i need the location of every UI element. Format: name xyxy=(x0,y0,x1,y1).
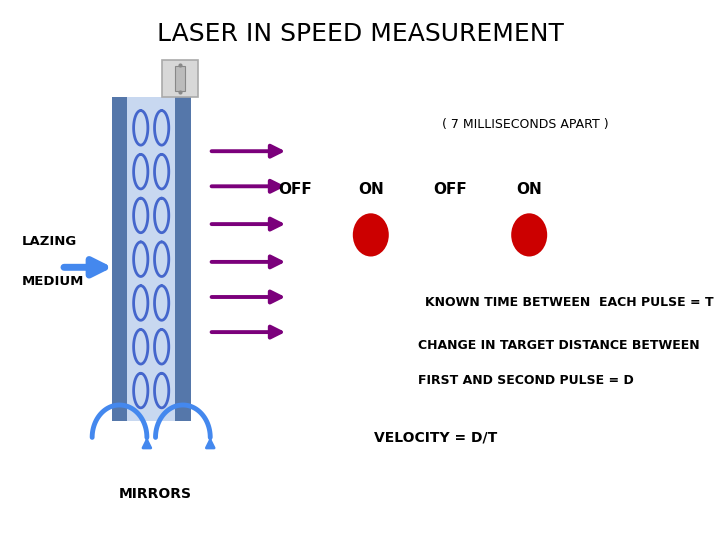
Bar xyxy=(175,97,191,421)
Text: ON: ON xyxy=(358,181,384,197)
Text: MEDIUM: MEDIUM xyxy=(22,275,84,288)
Ellipse shape xyxy=(353,213,389,256)
Text: ON: ON xyxy=(516,181,542,197)
Text: OFF: OFF xyxy=(279,181,312,197)
Bar xyxy=(112,97,127,421)
Text: VELOCITY = D/T: VELOCITY = D/T xyxy=(374,430,498,444)
FancyBboxPatch shape xyxy=(163,60,197,97)
Bar xyxy=(127,97,175,421)
Text: CHANGE IN TARGET DISTANCE BETWEEN: CHANGE IN TARGET DISTANCE BETWEEN xyxy=(418,339,699,352)
Text: MIRRORS: MIRRORS xyxy=(118,487,192,501)
Text: LAZING: LAZING xyxy=(22,235,77,248)
Text: LASER IN SPEED MEASUREMENT: LASER IN SPEED MEASUREMENT xyxy=(156,22,564,45)
Ellipse shape xyxy=(511,213,547,256)
FancyBboxPatch shape xyxy=(175,66,185,91)
Text: OFF: OFF xyxy=(433,181,467,197)
Text: ( 7 MILLISECONDS APART ): ( 7 MILLISECONDS APART ) xyxy=(442,118,609,131)
Text: KNOWN TIME BETWEEN  EACH PULSE = T: KNOWN TIME BETWEEN EACH PULSE = T xyxy=(425,296,714,309)
Text: FIRST AND SECOND PULSE = D: FIRST AND SECOND PULSE = D xyxy=(418,374,634,387)
